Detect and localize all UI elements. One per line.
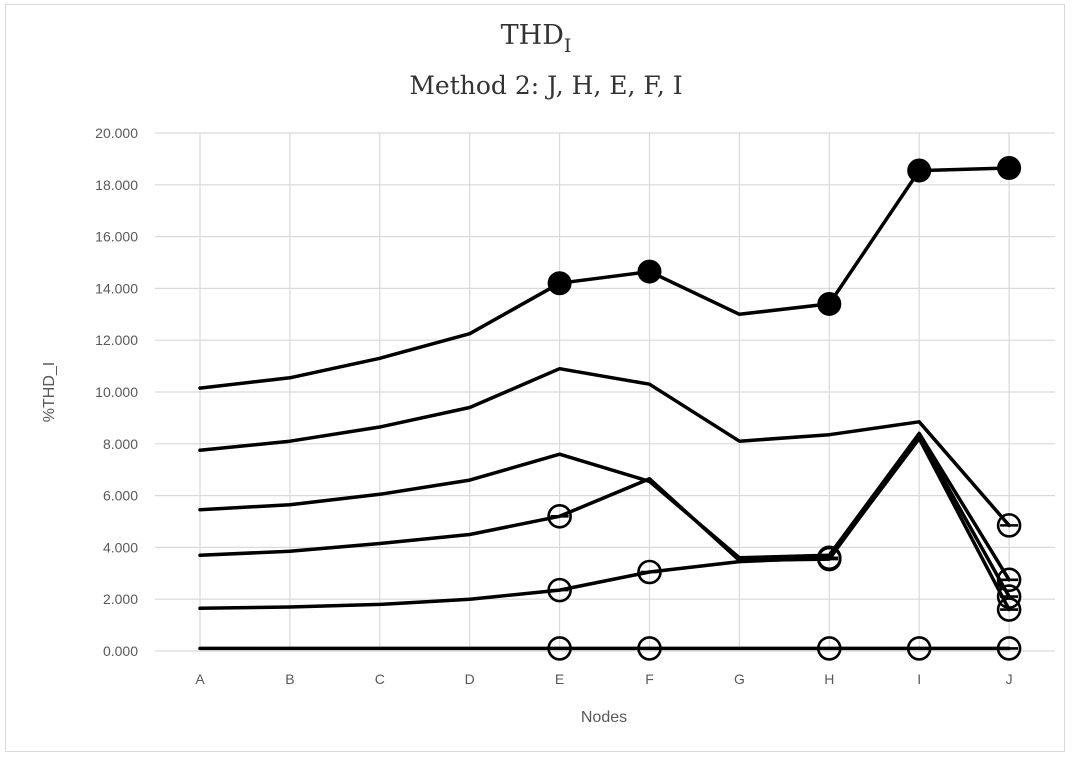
data-point-filled [817, 291, 842, 316]
data-point-open [996, 567, 1022, 593]
x-tick-label: E [555, 671, 564, 687]
x-tick-label: H [824, 671, 834, 687]
y-axis-title: %THD_I [41, 362, 58, 422]
series-line-5 [198, 436, 1011, 612]
data-point-filled [547, 271, 572, 296]
chart-title: THDI [501, 20, 572, 57]
chart-subtitle: Method 2: J, H, E, F, I [409, 71, 682, 100]
data-point-open [816, 636, 842, 661]
x-tick-label: I [917, 671, 921, 687]
x-tick-label: F [645, 671, 654, 687]
y-tick-label: 20.000 [95, 125, 138, 141]
x-tick-label: B [285, 671, 294, 687]
series-line-4 [198, 434, 1011, 599]
data-point-open [547, 504, 572, 529]
y-tick-label: 14.000 [95, 280, 138, 296]
data-point-filled [907, 158, 932, 183]
data-point-open [996, 584, 1022, 609]
data-point-open [996, 636, 1022, 661]
x-axis-title: Nodes [581, 709, 627, 726]
data-point-filled [997, 155, 1022, 180]
y-tick-label: 6.000 [103, 488, 138, 504]
x-axis-ticks: A B C D E F G H I J [195, 671, 1012, 687]
series-line-3 [198, 431, 1011, 582]
x-tick-label: D [465, 671, 475, 687]
data-point-filled [637, 259, 662, 284]
x-tick-label: G [734, 671, 745, 687]
y-tick-label: 4.000 [103, 539, 138, 555]
vertical-gridlines [199, 133, 1010, 651]
y-tick-label: 18.000 [95, 177, 138, 193]
x-tick-label: J [1006, 671, 1013, 687]
y-axis-ticks: 0.000 2.000 4.000 6.000 8.000 10.000 12.000 14.… [95, 125, 138, 659]
x-tick-label: A [195, 671, 205, 687]
series-group [198, 155, 1022, 661]
y-tick-label: 0.000 [103, 643, 138, 659]
data-point-open [906, 636, 932, 661]
data-point-open [816, 545, 842, 571]
data-point-open [996, 513, 1022, 538]
data-point-open [996, 597, 1022, 622]
data-point-open [637, 636, 662, 661]
y-tick-label: 10.000 [95, 384, 138, 400]
data-point-open [637, 559, 662, 585]
x-tick-label: C [375, 671, 385, 687]
horizontal-gridlines [155, 132, 1055, 652]
y-tick-label: 2.000 [103, 591, 138, 607]
series-line-2 [198, 366, 1011, 528]
y-tick-label: 12.000 [95, 332, 138, 348]
data-point-open [547, 577, 572, 603]
y-tick-label: 8.000 [103, 436, 138, 452]
data-point-open [547, 636, 572, 661]
series-line-1 [198, 166, 1011, 390]
y-tick-label: 16.000 [95, 229, 138, 245]
